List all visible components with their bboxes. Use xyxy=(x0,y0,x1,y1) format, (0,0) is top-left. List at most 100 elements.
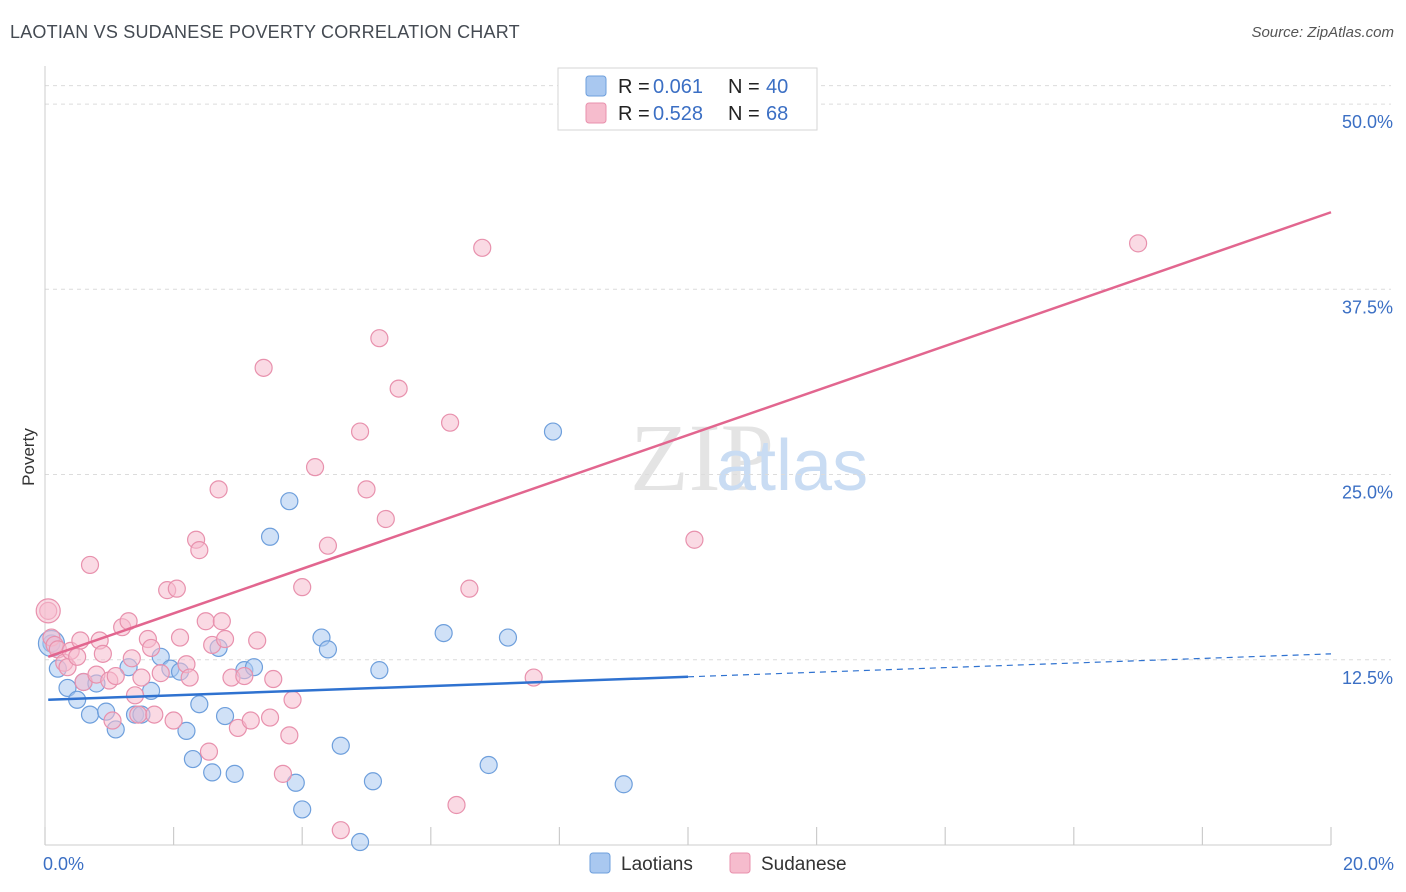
trend-line-laotians-extension xyxy=(687,653,1332,678)
point-sudanese xyxy=(370,329,389,348)
series-legend-swatch-sudanese xyxy=(729,852,751,874)
point-sudanese xyxy=(209,480,228,499)
point-sudanese xyxy=(164,711,183,730)
trend-line-sudanese xyxy=(47,211,1332,658)
point-laotians xyxy=(293,800,312,819)
point-laotians xyxy=(479,755,498,775)
point-sudanese xyxy=(132,668,151,687)
point-sudanese xyxy=(473,238,492,257)
point-sudanese xyxy=(141,638,161,658)
point-laotians xyxy=(498,628,518,647)
point-sudanese xyxy=(1128,234,1148,253)
y-tick-label: 25.0% xyxy=(1342,483,1393,503)
point-laotians xyxy=(614,775,633,794)
point-sudanese xyxy=(129,705,148,724)
watermark-atlas: atlas xyxy=(716,426,868,506)
point-sudanese xyxy=(248,631,267,650)
legend-swatch-laotians xyxy=(585,75,607,97)
legend-swatch-sudanese xyxy=(585,102,607,124)
point-sudanese xyxy=(440,413,460,432)
point-laotians xyxy=(350,832,370,852)
y-tick-labels: 12.5% 25.0% 37.5% 50.0% xyxy=(1342,112,1393,688)
series-legend-label-sudanese: Sudanese xyxy=(761,854,847,875)
point-sudanese xyxy=(215,629,235,649)
point-sudanese xyxy=(170,628,190,647)
point-laotians xyxy=(58,678,77,698)
point-laotians xyxy=(280,492,299,511)
point-sudanese xyxy=(389,379,408,398)
series-laotians-points xyxy=(37,422,633,852)
point-laotians xyxy=(286,773,305,792)
point-laotians xyxy=(177,721,196,740)
series-sudanese-points xyxy=(35,234,1148,840)
point-sudanese xyxy=(283,690,302,709)
point-sudanese xyxy=(68,647,87,666)
point-sudanese xyxy=(151,664,170,683)
point-laotians xyxy=(190,695,209,714)
y-tick-label: 50.0% xyxy=(1342,112,1393,132)
point-sudanese xyxy=(260,708,280,727)
series-legend-swatch-laotians xyxy=(589,852,611,874)
x-tick-labels: 0.0% 20.0% xyxy=(43,854,1394,874)
x-tick-label: 0.0% xyxy=(43,854,84,874)
point-sudanese xyxy=(122,649,141,668)
point-laotians xyxy=(318,640,338,659)
point-sudanese xyxy=(196,612,215,631)
point-sudanese xyxy=(145,705,164,724)
point-sudanese xyxy=(273,764,293,783)
point-laotians xyxy=(363,772,383,791)
legend-r-value-2: 0.528 xyxy=(653,103,703,125)
series-legend: Laotians Sudanese xyxy=(589,852,847,875)
point-sudanese xyxy=(180,668,199,687)
point-laotians xyxy=(80,705,100,724)
legend-n-label-2: N = xyxy=(728,103,760,125)
point-laotians xyxy=(370,661,389,680)
legend-r-label-1: R = xyxy=(618,76,650,98)
point-laotians xyxy=(203,763,222,782)
point-sudanese xyxy=(447,795,466,815)
y-tick-label: 37.5% xyxy=(1342,297,1393,317)
point-laotians xyxy=(183,749,202,769)
point-sudanese xyxy=(305,458,325,477)
point-sudanese xyxy=(235,666,254,686)
point-sudanese xyxy=(350,422,370,441)
point-laotians xyxy=(215,706,235,726)
point-sudanese xyxy=(103,711,122,730)
point-sudanese xyxy=(212,612,231,631)
point-sudanese xyxy=(318,536,338,555)
point-laotians xyxy=(260,527,280,546)
stats-legend: R = 0.061 N = 40 R = 0.528 N = 68 xyxy=(557,67,818,131)
point-sudanese xyxy=(460,579,479,598)
point-laotians xyxy=(331,736,350,755)
point-sudanese xyxy=(80,555,100,575)
point-sudanese xyxy=(685,530,704,549)
point-sudanese xyxy=(241,711,260,730)
legend-n-value-1: 40 xyxy=(766,76,788,98)
point-sudanese xyxy=(106,666,125,686)
point-sudanese xyxy=(167,579,186,598)
point-sudanese xyxy=(357,480,376,499)
y-axis-title: Poverty xyxy=(19,428,38,486)
gridlines xyxy=(45,85,1391,661)
point-sudanese xyxy=(331,821,350,840)
source-credit: Source: ZipAtlas.com xyxy=(1251,24,1394,41)
point-sudanese xyxy=(93,644,112,663)
point-laotians xyxy=(225,764,244,783)
point-sudanese xyxy=(35,598,61,624)
watermark-zip: ZIP xyxy=(630,404,774,511)
legend-n-value-2: 68 xyxy=(766,103,788,125)
chart-title: LAOTIAN VS SUDANESE POVERTY CORRELATION … xyxy=(10,22,520,42)
y-tick-label: 12.5% xyxy=(1342,668,1393,688)
x-tick-label: 20.0% xyxy=(1343,854,1394,874)
legend-r-label-2: R = xyxy=(618,103,650,125)
point-sudanese xyxy=(264,669,283,689)
point-sudanese xyxy=(293,578,312,597)
point-laotians xyxy=(543,422,563,441)
axes xyxy=(44,66,1332,846)
point-sudanese xyxy=(376,509,395,529)
point-laotians xyxy=(434,623,453,643)
point-sudanese xyxy=(254,358,273,377)
legend-r-value-1: 0.061 xyxy=(653,76,703,98)
point-sudanese xyxy=(280,726,299,745)
